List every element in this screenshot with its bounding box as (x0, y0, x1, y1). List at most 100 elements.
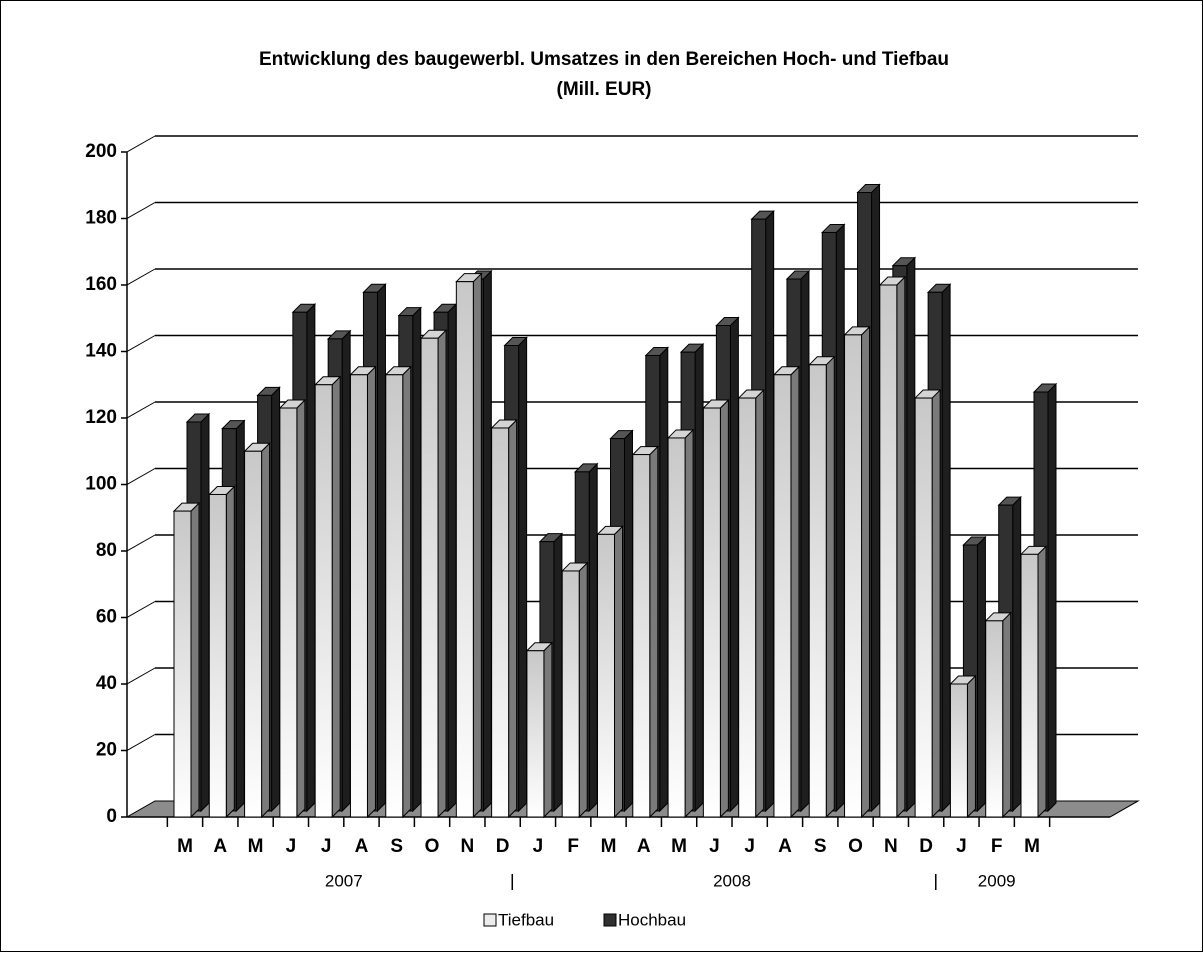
bar (173, 510, 192, 818)
bar (385, 374, 404, 818)
x-tick-label: M (177, 836, 193, 857)
bar-side (225, 485, 235, 819)
x-tick-label: M (248, 836, 264, 857)
x-tick-label: M (601, 836, 617, 857)
legend-swatch (483, 913, 497, 927)
bar-side (341, 329, 351, 813)
bar (808, 364, 827, 818)
bar-side (306, 303, 316, 813)
bar (914, 397, 933, 818)
y-tick-label: 80 (96, 540, 117, 561)
grid-diagonal (126, 335, 156, 352)
bar-side (825, 355, 835, 819)
x-tick-label: O (848, 836, 863, 857)
x-tick-label: O (425, 836, 440, 857)
bar-side (896, 275, 906, 819)
bar (844, 334, 863, 818)
y-tick-label: 100 (85, 474, 117, 495)
x-tick-label: J (533, 836, 544, 857)
bar-side (694, 342, 704, 813)
bar-side (729, 316, 739, 813)
x-tick-label: S (390, 836, 403, 857)
bar-side (1047, 382, 1057, 813)
year-label: 2009 (978, 871, 1016, 890)
x-tick-label: F (567, 836, 579, 857)
bar (314, 384, 333, 818)
bar-side (235, 419, 245, 813)
y-tick-label: 180 (85, 208, 117, 229)
bar-side (588, 462, 598, 813)
bar-side (553, 532, 563, 813)
bar (526, 650, 545, 818)
bar-side (518, 336, 528, 813)
x-tick-label: J (956, 836, 967, 857)
bar-side (366, 365, 376, 819)
bar-side (190, 501, 200, 819)
bar-side (624, 429, 633, 813)
grid-diagonal (126, 135, 156, 153)
y-tick-label: 60 (96, 607, 117, 628)
bar-side (402, 365, 412, 819)
x-tick-label: A (778, 836, 792, 857)
bar (1020, 553, 1039, 818)
bar (491, 427, 510, 818)
bar-side (684, 428, 694, 819)
x-tick-label: A (355, 836, 369, 857)
chart-title: Entwicklung des baugewerbl. Umsatzes in … (259, 49, 949, 70)
bar-side (614, 525, 623, 819)
bar (632, 454, 651, 818)
x-tick-label: A (637, 836, 651, 857)
bar-side (906, 256, 916, 813)
y-tick-label: 0 (106, 806, 117, 827)
bar (420, 337, 439, 818)
y-tick-label: 120 (85, 407, 117, 428)
bar-side (790, 365, 800, 819)
bar-side (719, 398, 729, 819)
x-tick-label: A (213, 836, 227, 857)
bar-side (976, 535, 986, 813)
x-tick-label: J (286, 836, 297, 857)
x-tick-label: F (991, 836, 1003, 857)
grid-diagonal (126, 534, 156, 552)
x-tick-label: D (496, 836, 510, 857)
bar (349, 374, 368, 818)
bar-side (941, 283, 951, 813)
bar-side (437, 328, 447, 819)
legend-swatch (603, 913, 617, 927)
bar-side (482, 269, 492, 813)
x-tick-label: J (744, 836, 755, 857)
grid-diagonal (126, 268, 156, 286)
bar-side (1037, 545, 1047, 819)
y-tick-label: 140 (85, 341, 117, 362)
bar-side (861, 325, 871, 819)
grid-diagonal (126, 667, 156, 685)
chart-subtitle: (Mill. EUR) (557, 79, 652, 100)
bar (667, 437, 686, 818)
bar-side (331, 375, 341, 819)
bar (702, 407, 721, 818)
bar (597, 533, 615, 818)
y-tick-label: 160 (85, 274, 117, 295)
bar-side (871, 183, 881, 813)
bar-side (508, 418, 518, 819)
year-label: 2008 (713, 871, 751, 890)
bar (455, 281, 474, 818)
bar-side (447, 303, 457, 813)
legend-label: Hochbau (618, 910, 686, 929)
bar (949, 683, 968, 818)
grid-diagonal (126, 468, 156, 485)
floor-edge (1109, 800, 1139, 818)
x-tick-label: S (814, 836, 827, 857)
bar-side (200, 412, 210, 813)
bar (561, 570, 580, 818)
grid-diagonal (126, 734, 156, 751)
y-tick-label: 200 (85, 141, 117, 162)
bar-side (376, 283, 386, 813)
x-tick-label: J (321, 836, 332, 857)
legend-label: Tiefbau (498, 910, 554, 929)
x-tick-label: M (1024, 836, 1040, 857)
bar (985, 620, 1004, 818)
year-label: 2007 (325, 871, 363, 890)
